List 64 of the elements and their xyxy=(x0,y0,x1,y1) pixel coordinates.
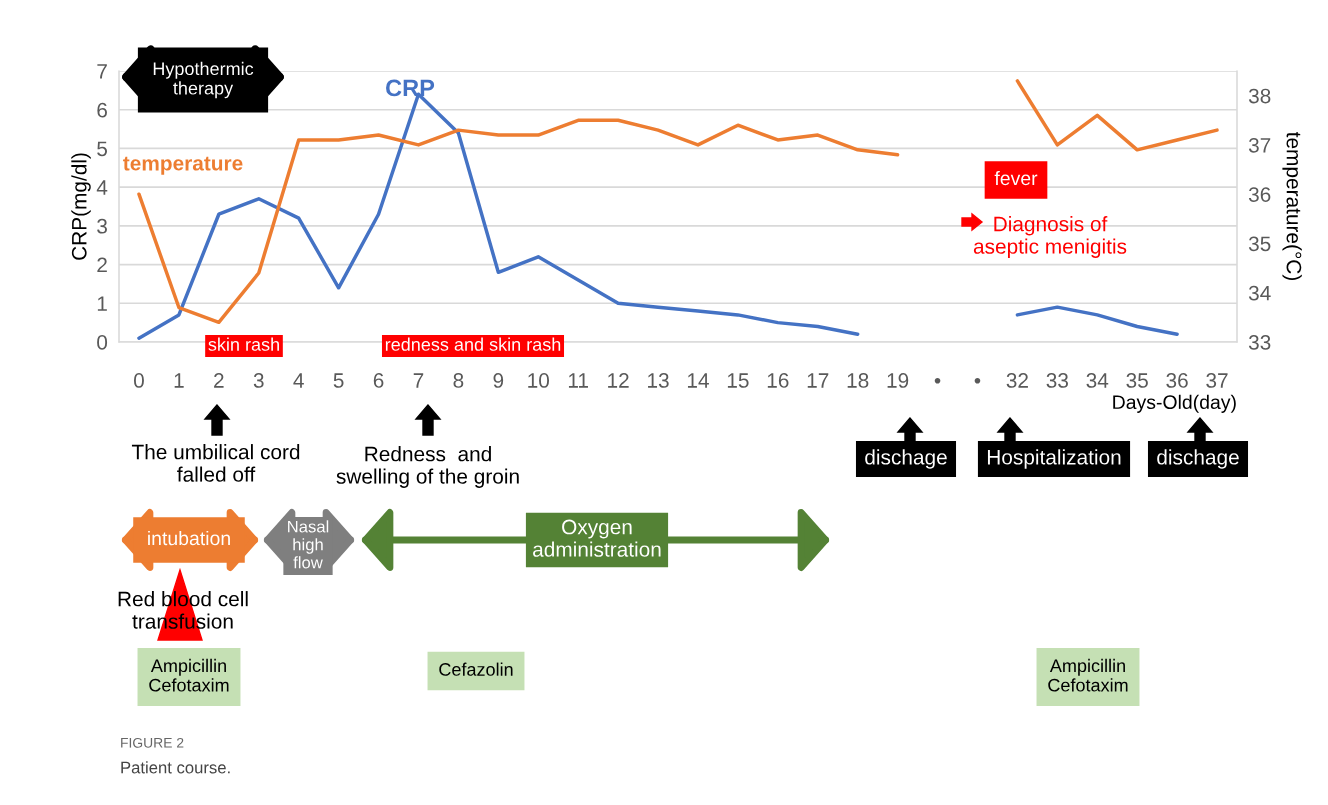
x-tick-label: • xyxy=(934,377,941,384)
x-tick-label: 35 xyxy=(1126,373,1148,388)
text: Ampicillin Cefotaxim xyxy=(149,658,229,692)
x-tick-label: 17 xyxy=(807,373,829,388)
annotation: redness and skin rash xyxy=(385,337,561,351)
text: Oxygen administration xyxy=(533,519,661,557)
x-tick-label: 36 xyxy=(1166,373,1188,388)
y-tick-label: 6 xyxy=(97,102,107,118)
text: Patient course. xyxy=(121,761,230,774)
text: dischage xyxy=(1157,449,1239,469)
x-tick-label: 32 xyxy=(1006,373,1028,388)
x-tick-label: 6 xyxy=(373,373,384,388)
x-tick-label: 3 xyxy=(253,373,264,388)
x-tick-label: 13 xyxy=(648,373,669,388)
x-axis-title: Days-Old(day) xyxy=(1113,394,1236,413)
x-tick-label: • xyxy=(974,377,981,384)
x-tick-label: 7 xyxy=(413,373,424,388)
annotation: skin rash xyxy=(208,337,279,351)
text: Cefazolin xyxy=(439,662,513,676)
y2-tick-label: 34 xyxy=(1248,285,1271,301)
x-tick-label: 12 xyxy=(608,373,629,388)
y-axis-title: CRP(mg/dl) xyxy=(71,153,91,260)
x-tick-label: 14 xyxy=(687,373,709,388)
x-tick-label: 5 xyxy=(333,373,344,388)
caption: FIGURE 2 xyxy=(121,737,184,748)
x-tick-label: 16 xyxy=(767,373,789,388)
series-label: CRP xyxy=(386,79,435,97)
x-tick-label: 18 xyxy=(847,373,869,388)
text: intubation xyxy=(148,530,230,546)
x-tick-label: 4 xyxy=(293,373,304,388)
series-label: temperature xyxy=(123,156,243,175)
x-tick-label: 0 xyxy=(133,373,144,388)
y-tick-label: 2 xyxy=(97,257,107,273)
x-tick-label: 1 xyxy=(174,373,184,388)
y-tick-label: 5 xyxy=(97,141,108,157)
x-tick-label: 10 xyxy=(528,373,550,388)
text: Hospitalization xyxy=(987,449,1121,469)
x-tick-label: 33 xyxy=(1046,373,1068,388)
text: dischage xyxy=(865,449,947,469)
y-tick-label: 1 xyxy=(97,296,107,311)
y2-axis-title: temperature(°C) xyxy=(1282,132,1302,280)
y-tick-label: 4 xyxy=(96,180,108,195)
text: Redness and swelling of the groin xyxy=(336,446,519,488)
y2-tick-label: 38 xyxy=(1248,88,1271,104)
y-tick-label: 3 xyxy=(97,218,107,234)
x-tick-label: 9 xyxy=(493,373,504,388)
y2-tick-label: 33 xyxy=(1248,335,1271,350)
x-tick-label: 19 xyxy=(887,373,909,388)
y2-tick-label: 37 xyxy=(1248,137,1271,153)
text: The umbilical cord falled off xyxy=(131,444,300,482)
annotation: Diagnosis of aseptic menigitis xyxy=(973,216,1127,258)
text: Nasal high flow xyxy=(288,520,329,569)
y-tick-label: 0 xyxy=(97,335,108,350)
x-tick-label: 15 xyxy=(727,373,749,388)
annotation: fever xyxy=(994,170,1038,186)
x-tick-label: 2 xyxy=(214,373,224,388)
x-tick-label: 11 xyxy=(568,373,588,388)
x-tick-label: 37 xyxy=(1206,373,1228,388)
y2-tick-label: 35 xyxy=(1248,236,1271,252)
text: Ampicillin Cefotaxim xyxy=(1048,658,1128,692)
x-tick-label: 8 xyxy=(453,373,464,388)
y-tick-label: 7 xyxy=(97,64,107,79)
x-tick-label: 34 xyxy=(1086,373,1109,388)
y2-tick-label: 36 xyxy=(1248,187,1271,202)
